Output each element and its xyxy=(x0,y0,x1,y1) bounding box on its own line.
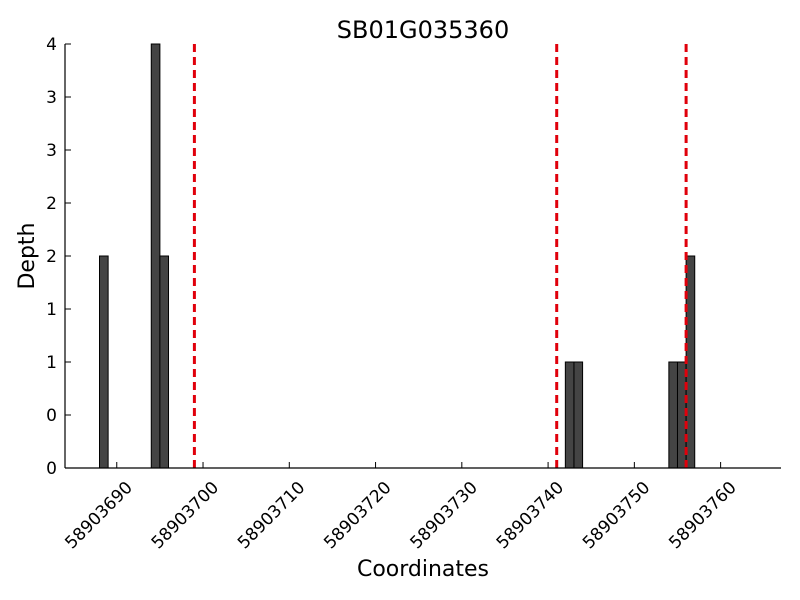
bar-3 xyxy=(564,361,575,469)
x-tick-label-6: 58903750 xyxy=(579,478,654,553)
x-axis-label: Coordinates xyxy=(357,557,489,582)
x-tick-label-4: 58903730 xyxy=(407,478,482,553)
bars-layer xyxy=(99,43,696,469)
marker-lines-layer xyxy=(192,44,688,468)
y-axis-ticks: 0 0 1 1 2 2 3 3 4 xyxy=(46,35,71,479)
y-tick-label-7: 3 xyxy=(46,88,57,108)
y-tick-label-3: 1 xyxy=(46,300,57,320)
bar-4 xyxy=(573,361,584,469)
y-tick-label-0: 0 xyxy=(46,459,57,479)
x-tick-label-2: 58903710 xyxy=(234,478,309,553)
bar-0 xyxy=(99,255,109,469)
y-tick-label-2: 1 xyxy=(46,353,57,373)
x-tick-label-7: 58903760 xyxy=(665,478,740,553)
y-tick-label-5: 2 xyxy=(46,194,57,214)
x-tick-label-5: 58903740 xyxy=(493,478,568,553)
x-tick-label-0: 58903690 xyxy=(61,478,136,553)
x-axis-ticks: 58903690 58903700 58903710 58903720 58903730… xyxy=(61,462,741,553)
x-tick-label-1: 58903700 xyxy=(148,478,223,553)
y-tick-label-1: 0 xyxy=(46,406,57,426)
y-tick-label-4: 2 xyxy=(46,247,57,267)
y-axis-label: Depth xyxy=(15,222,40,289)
chart-title: SB01G035360 xyxy=(337,16,509,44)
bar-2 xyxy=(159,255,170,469)
bar-1 xyxy=(150,43,161,469)
y-tick-label-8: 4 xyxy=(46,35,57,55)
bar-5 xyxy=(668,361,678,469)
x-tick-label-3: 58903720 xyxy=(320,478,395,553)
y-tick-label-6: 3 xyxy=(46,141,57,161)
